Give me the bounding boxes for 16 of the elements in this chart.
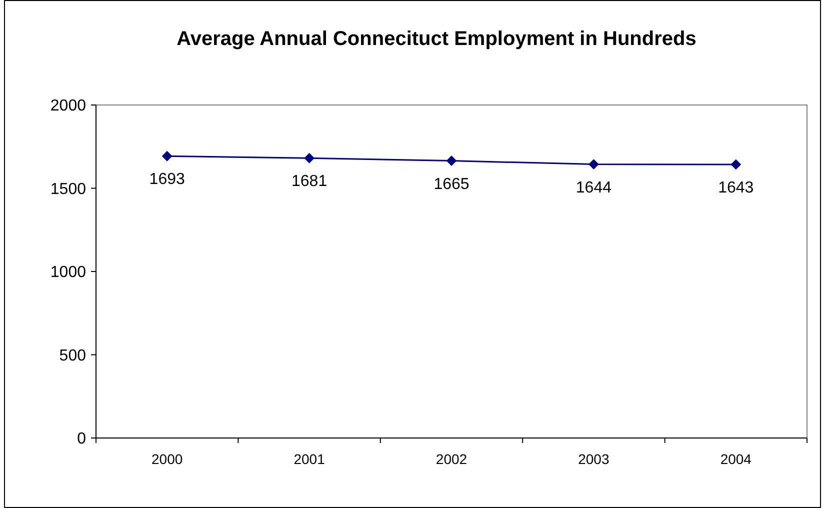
x-tick-label: 2004 [720,451,752,467]
data-label: 1665 [434,176,470,193]
x-tick-label: 2000 [152,451,183,467]
x-tick-label: 2002 [436,451,468,467]
y-tick-label: 1500 [50,180,86,198]
data-label: 1644 [576,179,612,196]
data-label: 1681 [292,173,328,190]
data-label: 1643 [718,179,754,196]
y-tick-label: 500 [59,347,86,364]
y-tick-label: 2000 [50,98,86,115]
data-label: 1693 [149,171,185,188]
y-tick-label: 1000 [50,264,86,282]
chart-title: Average Annual Connecituct Employment in Hundreds [176,28,696,50]
y-tick-label: 0 [77,430,86,448]
x-tick-label: 2001 [294,451,326,467]
x-tick-label: 2003 [578,451,610,467]
